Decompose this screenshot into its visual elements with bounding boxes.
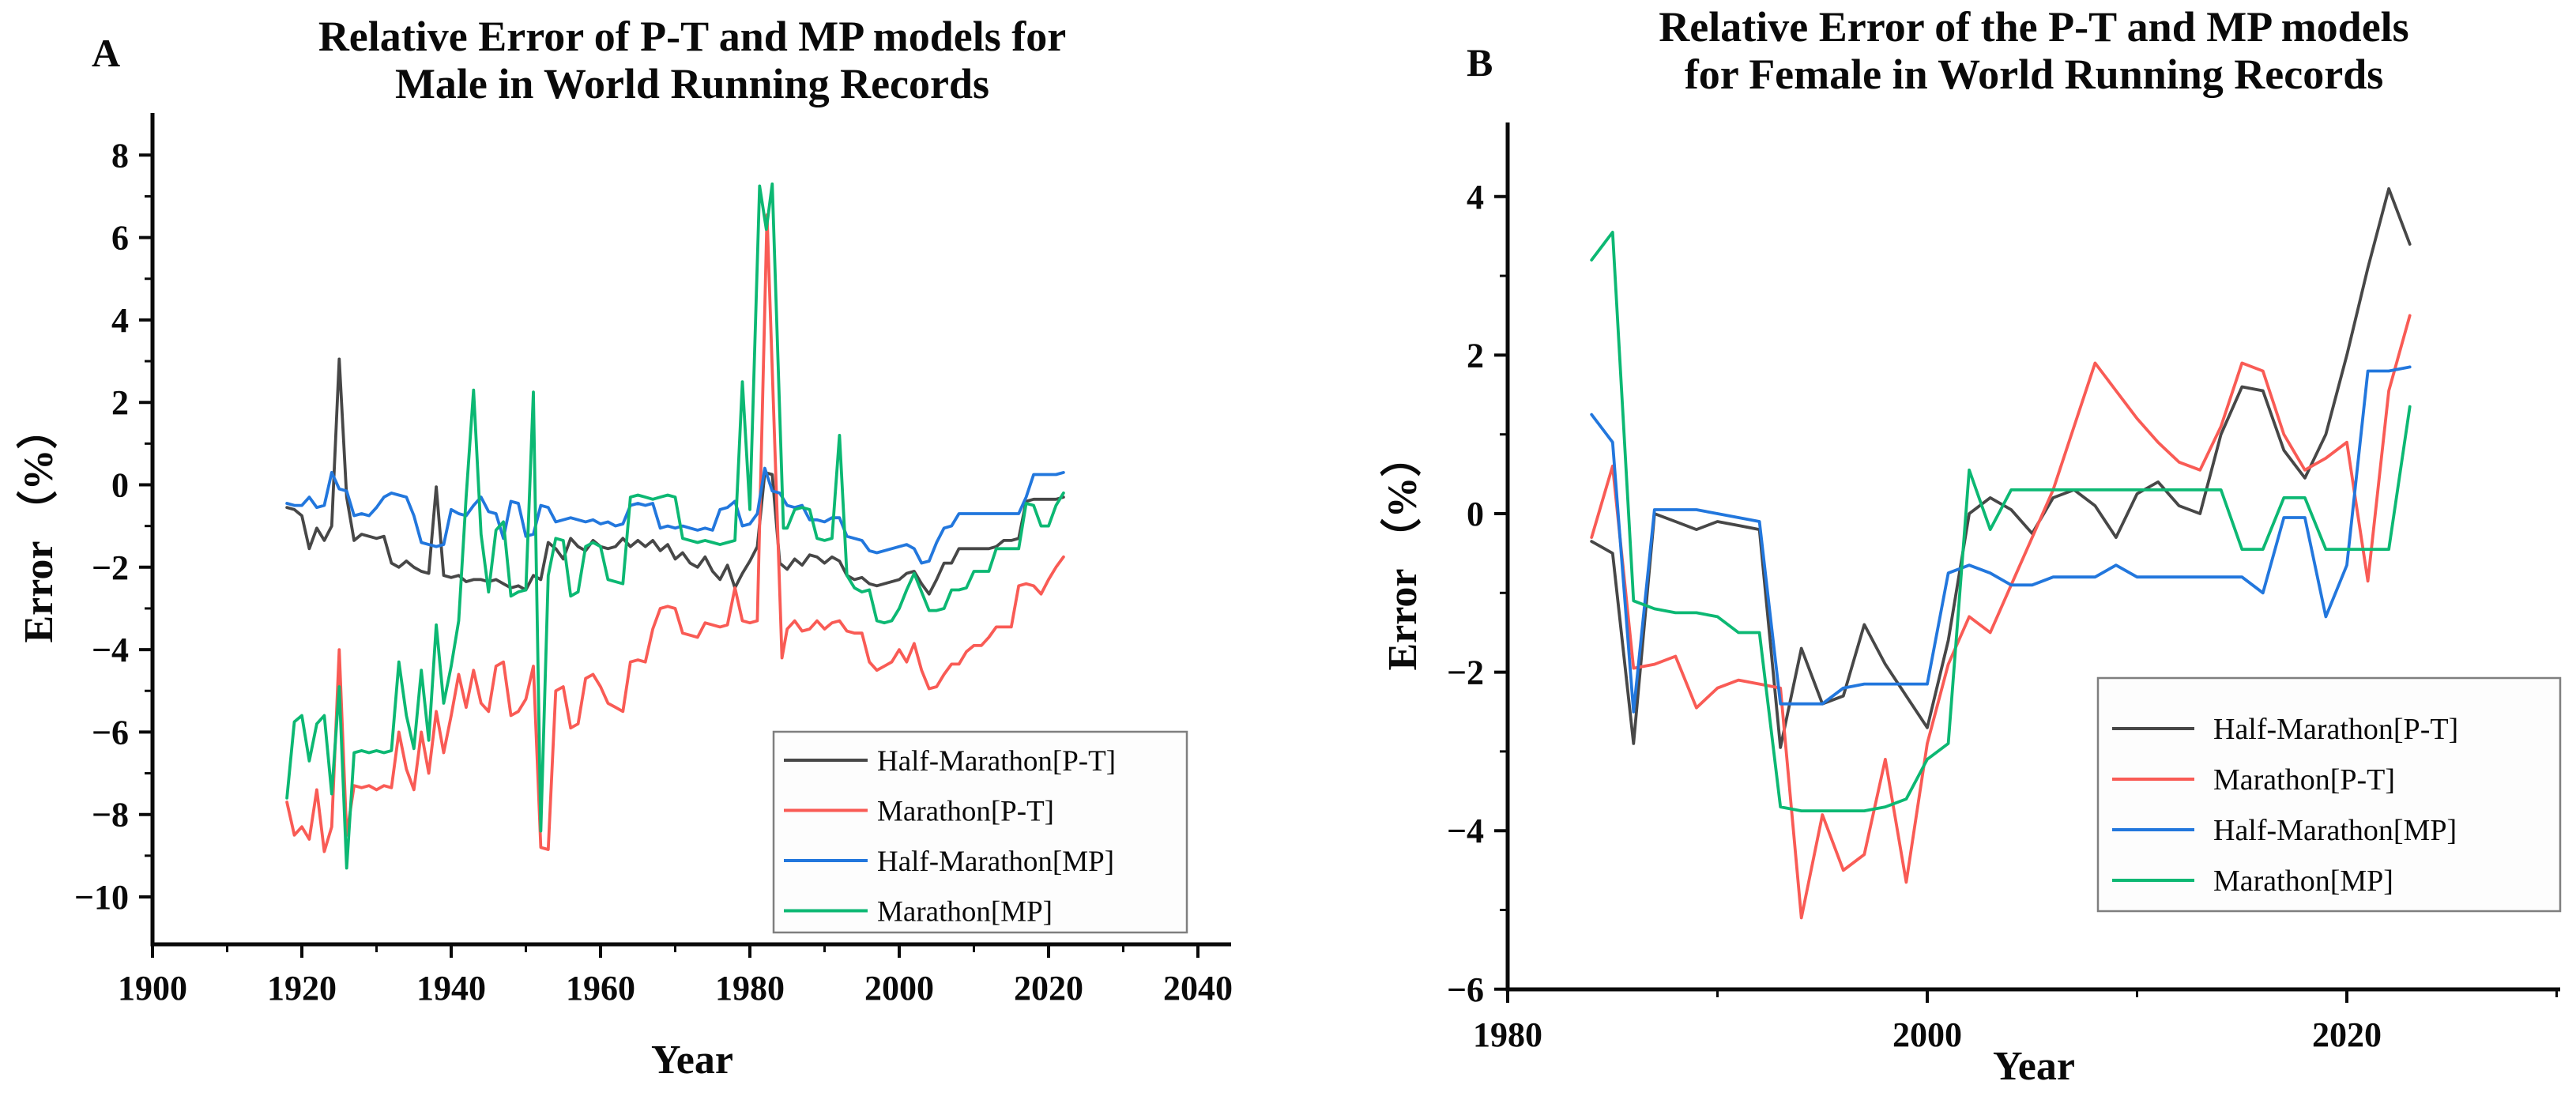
panel-A-y-tick-label: 8 [111, 136, 129, 175]
panel-A-y-tick-label: −8 [92, 796, 129, 834]
panel-B-legend-box [2096, 676, 2562, 913]
panel-B-x-tick-label: 2000 [1892, 1015, 1962, 1054]
panel-B-y-tick-label: 4 [1467, 178, 1484, 217]
series-line-half-marathon-mp [285, 466, 1065, 565]
panel-A-legend-label-2: Marathon[P-T] [877, 796, 1054, 828]
panel-B-y-tick-label: 0 [1467, 495, 1484, 533]
panel-B-y-tick-label: −6 [1447, 970, 1484, 1009]
series-line-marathon-mp [1590, 230, 2412, 812]
panel-A-x-tick-label: 1940 [416, 969, 486, 1008]
panel-A-title-line2: Male in World Running Records [395, 60, 989, 107]
panel-A-x-tick-label: 2020 [1014, 969, 1083, 1008]
panel-A-x-axis-label: Year [651, 1038, 733, 1083]
panel-A-legend-label-4: Marathon[MP] [877, 896, 1053, 929]
panel-B-legend-label-3: Half-Marathon[MP] [2213, 814, 2457, 847]
panel-A-y-axis-label: Error （%） [16, 408, 62, 642]
panel-B-x-axis-label: Year [1993, 1044, 2075, 1089]
panel-A-y-tick-label: 6 [111, 219, 129, 258]
panel-A-y-tick-label: −10 [74, 878, 129, 917]
panel-letter-A: A [92, 31, 120, 75]
panel-A-x-tick-label: 1980 [715, 969, 785, 1008]
panel-B-x-tick-label: 1980 [1473, 1015, 1542, 1054]
panel-A-y-tick-label: 4 [111, 301, 129, 340]
series-line-marathon-p-t [285, 213, 1065, 853]
panel-A-x-tick-label: 1960 [566, 969, 635, 1008]
panel-B-title-line2: for Female in World Running Records [1685, 51, 2384, 98]
panel-B-legend-label-1: Half-Marathon[P-T] [2213, 713, 2458, 746]
panel-A-x-tick-label: 1900 [118, 969, 187, 1008]
panel-A-y-tick-label: −4 [92, 631, 129, 669]
panel-A-x-tick-label: 2040 [1163, 969, 1233, 1008]
panel-A-title-line1: Relative Error of P-T and MP models for [318, 13, 1066, 60]
panel-A-y-tick-label: −6 [92, 713, 129, 752]
panel-A-y-tick-label: −2 [92, 548, 129, 587]
panel-B-y-tick-label: −2 [1447, 654, 1484, 692]
series-line-marathon-mp [285, 182, 1065, 870]
panel-A-legend-label-3: Half-Marathon[MP] [877, 846, 1114, 878]
panel-B-legend-label-4: Marathon[MP] [2213, 865, 2393, 898]
series-line-half-marathon-p-t [285, 357, 1065, 596]
panel-A-y-tick-label: 2 [111, 383, 129, 422]
series-line-marathon-p-t [1590, 314, 2412, 920]
panel-B-y-tick-label: −4 [1447, 812, 1484, 850]
panel-letter-B: B [1467, 40, 1493, 85]
panel-A-x-tick-label: 2000 [864, 969, 934, 1008]
panel-B-legend-label-2: Marathon[P-T] [2213, 763, 2395, 797]
panel-A-legend-label-1: Half-Marathon[P-T] [877, 745, 1116, 778]
series-line-half-marathon-p-t [1590, 186, 2412, 749]
panel-A-x-tick-label: 1920 [267, 969, 337, 1008]
panel-B-y-tick-label: 2 [1467, 336, 1484, 375]
panel-B-x-tick-label: 2020 [2312, 1015, 2382, 1054]
panel-A-legend-box [772, 730, 1188, 934]
panel-B-y-axis-label: Error （%） [1380, 435, 1425, 670]
series-line-half-marathon-mp [1590, 365, 2412, 714]
panel-A-y-tick-label: 0 [111, 466, 129, 505]
panel-B-title-line1: Relative Error of the P-T and MP models [1659, 3, 2408, 51]
